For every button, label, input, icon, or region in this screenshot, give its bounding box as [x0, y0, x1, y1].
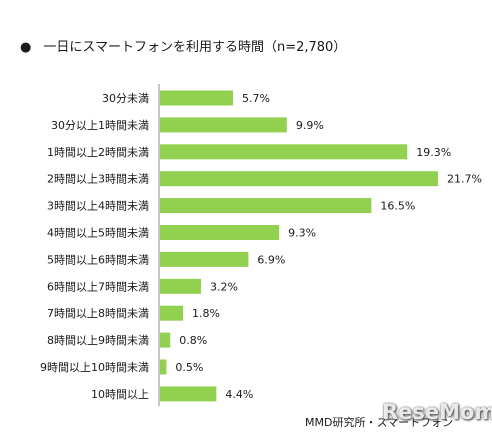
value-label: 19.3% [416, 146, 451, 159]
value-label: 5.7% [242, 92, 270, 105]
bar [160, 144, 408, 160]
value-label: 0.5% [175, 361, 203, 374]
chart-title: ● 一日にスマートフォンを利用する時間（n=2,780） [20, 36, 346, 55]
bar [160, 278, 201, 294]
value-label: 3.2% [210, 280, 238, 293]
watermark-logo: ReseMom [382, 400, 492, 424]
title-bullet: ● [20, 40, 32, 55]
bar [160, 117, 287, 133]
category-label: 2時間以上3時間未満 [47, 173, 149, 186]
category-label: 30分以上1時間未満 [51, 119, 149, 132]
category-label: 30分未満 [102, 92, 149, 105]
chart-title-text: 一日にスマートフォンを利用する時間（n=2,780） [43, 40, 347, 55]
source-credit: MMD研究所・スマートフォン [305, 416, 454, 429]
value-label: 21.7% [447, 173, 482, 186]
category-label: 4時間以上5時間未満 [47, 227, 149, 240]
bar [160, 251, 249, 267]
category-label: 3時間以上4時間未満 [47, 200, 149, 213]
bar [160, 171, 438, 187]
bar [160, 225, 280, 240]
bar [160, 332, 171, 348]
bar [160, 90, 234, 106]
category-label: 1時間以上2時間未満 [47, 146, 149, 159]
value-label: 9.9% [296, 119, 324, 132]
value-label: 9.3% [288, 227, 316, 240]
bar [160, 359, 167, 375]
value-label: 16.5% [380, 200, 415, 213]
category-label: 5時間以上6時間未満 [47, 253, 149, 266]
category-label: 10時間以上 [91, 388, 149, 401]
value-label: 6.9% [257, 253, 285, 266]
category-label: 6時間以上7時間未満 [47, 280, 149, 293]
bar [160, 305, 184, 321]
value-label: 0.8% [179, 334, 207, 347]
value-label: 4.4% [225, 388, 253, 401]
value-label: 1.8% [192, 307, 220, 320]
category-label: 8時間以上9時間未満 [47, 334, 149, 347]
category-label: 9時間以上10時間未満 [40, 361, 149, 374]
bar [160, 198, 372, 214]
category-label: 7時間以上8時間未満 [47, 307, 149, 320]
bar [160, 386, 217, 402]
